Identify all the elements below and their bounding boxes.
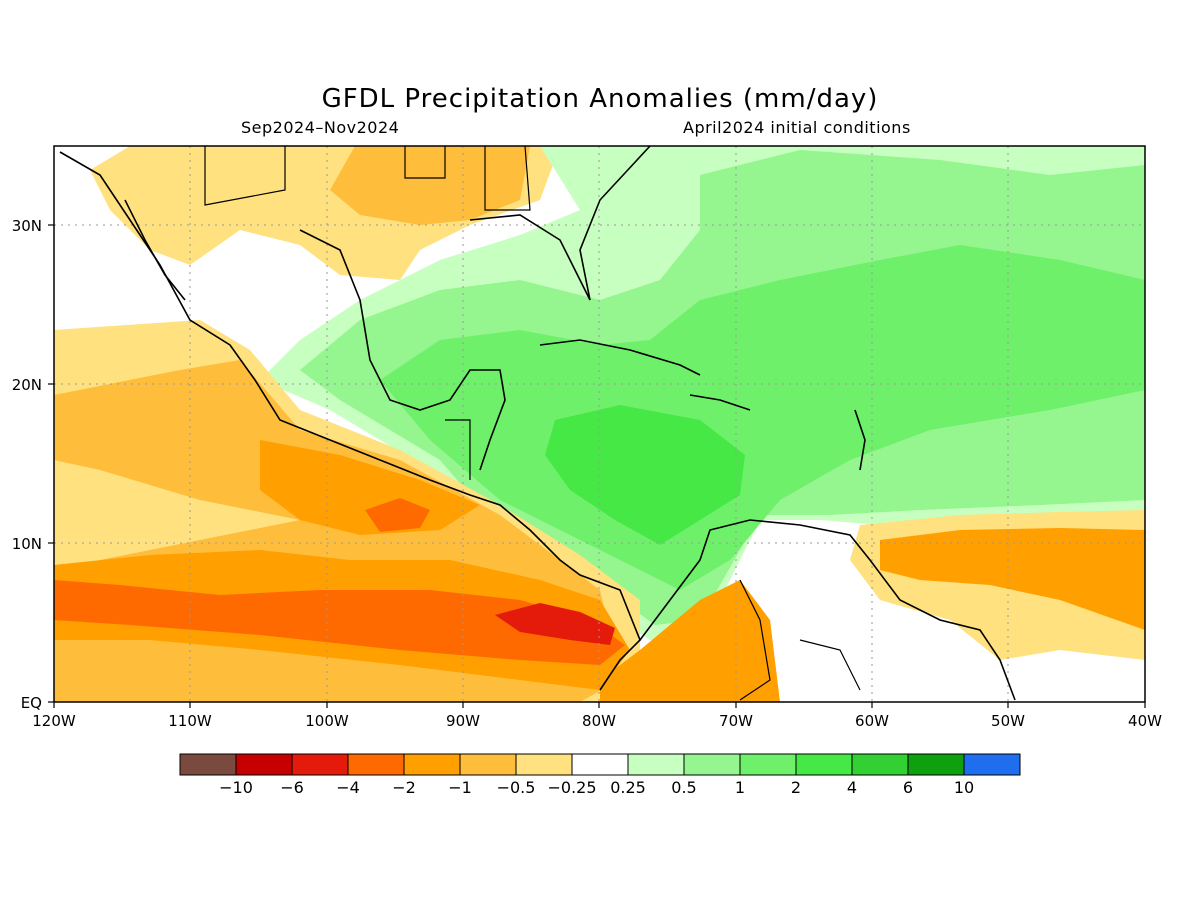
colorbar-swatch [291, 753, 349, 776]
colorbar-label: −4 [336, 778, 360, 797]
colorbar-swatch [851, 753, 909, 776]
colorbar-swatch [627, 753, 685, 776]
colorbar-label: 10 [954, 778, 974, 797]
y-tick-label: 30N [12, 217, 42, 235]
colorbar-swatch [683, 753, 741, 776]
x-tick-label: 50W [991, 712, 1025, 730]
borders [204, 145, 861, 701]
x-tick-label: 90W [446, 712, 480, 730]
initial-conditions: April2024 initial conditions [683, 118, 911, 137]
x-axis-labels: 120W 110W 100W 90W 80W 70W 60W 50W 40W [32, 712, 1162, 730]
x-tick-label: 80W [582, 712, 616, 730]
colorbar-label: −1 [448, 778, 472, 797]
colorbar-swatch [571, 753, 629, 776]
anomaly-region-dry-pacific-east [365, 498, 430, 532]
colorbar-label: −6 [280, 778, 304, 797]
colorbar-label: −2 [392, 778, 416, 797]
x-tick-label: 40W [1128, 712, 1162, 730]
colorbar-label: 1 [735, 778, 745, 797]
anomaly-region-wet-core [545, 405, 745, 545]
y-axis-labels: EQ 10N 20N 30N [12, 217, 42, 712]
coastlines [59, 145, 1016, 701]
y-tick-label: EQ [21, 694, 42, 712]
colorbar-swatch [907, 753, 965, 776]
colorbar-swatch [459, 753, 517, 776]
anomaly-region-dry-pacific-core [495, 603, 615, 645]
colorbar-swatch [515, 753, 573, 776]
colorbar-labels: −10 −6 −4 −2 −1 −0.5 −0.25 0.25 0.5 1 2 4 6 10 [219, 778, 974, 797]
anomaly-region-dry-atlantic [880, 528, 1145, 630]
colorbar-swatch [235, 753, 293, 776]
colorbar-label: 0.25 [610, 778, 646, 797]
anomaly-region-wet-moderate [380, 245, 1145, 590]
colorbar-label: 2 [791, 778, 801, 797]
forecast-period: Sep2024–Nov2024 [241, 118, 400, 137]
anomaly-field [54, 146, 1145, 702]
y-tick-label: 20N [12, 376, 42, 394]
x-tick-label: 120W [32, 712, 76, 730]
y-tick-label: 10N [12, 535, 42, 553]
colorbar-label: 6 [903, 778, 913, 797]
colorbar-label: −0.25 [547, 778, 596, 797]
colorbar-swatch [347, 753, 405, 776]
colorbar-swatch [795, 753, 853, 776]
x-tick-label: 110W [168, 712, 212, 730]
colorbar-swatch [739, 753, 797, 776]
colorbar-label: −10 [219, 778, 253, 797]
colorbar-swatch [963, 753, 1021, 776]
colorbar [179, 753, 1021, 776]
tick-marks [48, 224, 1146, 708]
anomaly-region-dry-texas [330, 146, 530, 225]
chart-title: GFDL Precipitation Anomalies (mm/day) [321, 84, 879, 114]
anomaly-region-dry-pacific [54, 580, 625, 665]
anomaly-region-dry-colombia [600, 580, 780, 702]
colorbar-label: −0.5 [497, 778, 536, 797]
colorbar-label: 4 [847, 778, 857, 797]
x-tick-label: 60W [855, 712, 889, 730]
x-tick-label: 100W [305, 712, 349, 730]
grid [54, 146, 1145, 702]
colorbar-label: 0.5 [671, 778, 696, 797]
x-tick-label: 70W [719, 712, 753, 730]
colorbar-swatch [403, 753, 461, 776]
colorbar-swatch [179, 753, 237, 776]
